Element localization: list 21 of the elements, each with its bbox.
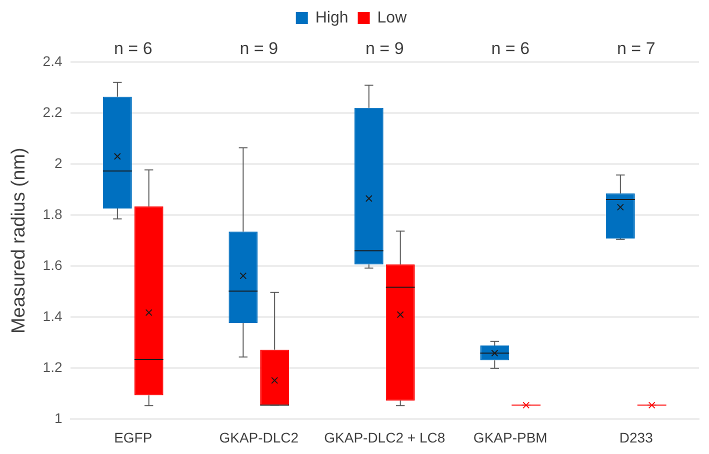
y-tick-label: 2.2 — [42, 104, 62, 120]
text: n = 6 — [114, 39, 152, 58]
text: n = 9 — [365, 39, 404, 58]
y-axis-title: Measured radius (nm) — [8, 148, 30, 334]
y-tick-label: 2 — [54, 154, 62, 171]
y-tick-label: 1 — [54, 410, 62, 426]
x-tick-label: GKAP-DLC2 — [219, 429, 299, 446]
x-tick-label: EGFP — [114, 429, 152, 446]
y-tick-label: 2.4 — [42, 52, 62, 69]
legend-label: Low — [377, 9, 408, 26]
text: n = 9 — [240, 39, 278, 58]
x-tick-label: GKAP-PBM — [473, 429, 548, 446]
y-tick-label: 1.4 — [42, 308, 62, 324]
y-tick-label: 1.2 — [42, 359, 62, 376]
y-tick-label: 1.8 — [42, 206, 62, 222]
x-tick-label: GKAP-DLC2 + LC8 — [324, 429, 446, 446]
text: n = 6 — [491, 39, 530, 58]
legend-label: High — [315, 9, 348, 26]
text: n = 7 — [616, 39, 656, 58]
y-tick-label: 1.6 — [42, 256, 62, 273]
x-tick-label: D233 — [619, 429, 654, 446]
